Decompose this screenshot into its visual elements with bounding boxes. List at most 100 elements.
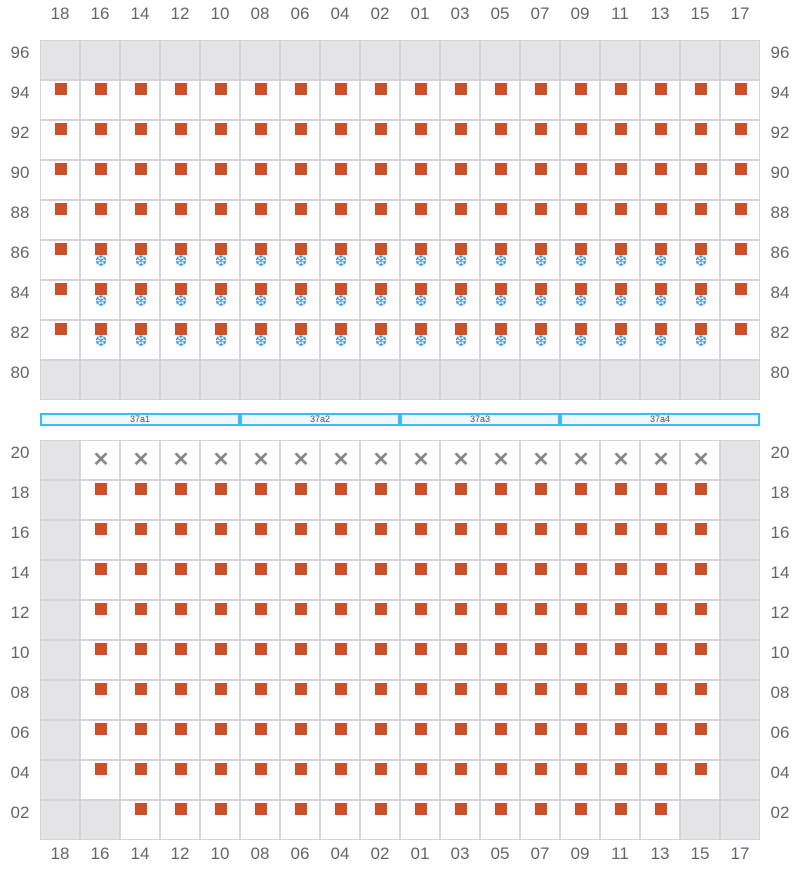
grid-cell[interactable] xyxy=(440,560,480,600)
grid-cell[interactable] xyxy=(640,640,680,680)
grid-cell[interactable] xyxy=(400,720,440,760)
grid-cell[interactable]: ✕ xyxy=(440,440,480,480)
grid-cell[interactable] xyxy=(160,800,200,840)
grid-cell[interactable] xyxy=(720,320,760,360)
grid-cell[interactable] xyxy=(160,720,200,760)
grid-cell[interactable]: ✕ xyxy=(480,440,520,480)
grid-cell[interactable] xyxy=(320,520,360,560)
grid-cell[interactable]: ❆ xyxy=(680,240,720,280)
grid-cell[interactable] xyxy=(680,720,720,760)
grid-cell[interactable] xyxy=(400,560,440,600)
grid-cell[interactable] xyxy=(160,760,200,800)
grid-cell[interactable] xyxy=(320,80,360,120)
grid-cell[interactable] xyxy=(120,640,160,680)
grid-cell[interactable]: ✕ xyxy=(200,440,240,480)
grid-cell[interactable] xyxy=(520,480,560,520)
grid-cell[interactable] xyxy=(520,200,560,240)
grid-cell[interactable]: ✕ xyxy=(680,440,720,480)
grid-cell[interactable]: ✕ xyxy=(560,440,600,480)
grid-cell[interactable] xyxy=(40,120,80,160)
grid-cell[interactable] xyxy=(640,720,680,760)
grid-cell[interactable]: ✕ xyxy=(320,440,360,480)
grid-cell[interactable]: ❆ xyxy=(80,280,120,320)
grid-cell[interactable]: ❆ xyxy=(320,240,360,280)
grid-cell[interactable] xyxy=(320,560,360,600)
grid-cell[interactable] xyxy=(240,200,280,240)
grid-cell[interactable] xyxy=(280,120,320,160)
grid-cell[interactable] xyxy=(720,80,760,120)
grid-cell[interactable] xyxy=(160,80,200,120)
grid-cell[interactable]: ✕ xyxy=(280,440,320,480)
grid-cell[interactable] xyxy=(280,640,320,680)
grid-cell[interactable] xyxy=(360,800,400,840)
grid-cell[interactable]: ❆ xyxy=(240,280,280,320)
grid-cell[interactable] xyxy=(360,520,400,560)
grid-cell[interactable] xyxy=(640,520,680,560)
grid-cell[interactable]: ❆ xyxy=(360,240,400,280)
grid-cell[interactable] xyxy=(480,560,520,600)
grid-cell[interactable]: ❆ xyxy=(600,320,640,360)
grid-cell[interactable] xyxy=(400,520,440,560)
grid-cell[interactable] xyxy=(680,680,720,720)
grid-cell[interactable] xyxy=(720,120,760,160)
grid-cell[interactable] xyxy=(280,760,320,800)
grid-cell[interactable] xyxy=(40,320,80,360)
grid-cell[interactable] xyxy=(200,760,240,800)
grid-cell[interactable] xyxy=(40,160,80,200)
grid-cell[interactable] xyxy=(440,200,480,240)
grid-cell[interactable] xyxy=(120,200,160,240)
grid-cell[interactable] xyxy=(720,240,760,280)
grid-cell[interactable] xyxy=(200,120,240,160)
grid-cell[interactable] xyxy=(480,480,520,520)
grid-cell[interactable]: ✕ xyxy=(360,440,400,480)
grid-cell[interactable]: ❆ xyxy=(240,320,280,360)
grid-cell[interactable] xyxy=(160,480,200,520)
grid-cell[interactable] xyxy=(680,120,720,160)
grid-cell[interactable] xyxy=(120,680,160,720)
grid-cell[interactable]: ✕ xyxy=(160,440,200,480)
grid-cell[interactable] xyxy=(560,120,600,160)
grid-cell[interactable]: ❆ xyxy=(400,280,440,320)
grid-cell[interactable] xyxy=(320,800,360,840)
grid-cell[interactable] xyxy=(520,560,560,600)
grid-cell[interactable] xyxy=(320,640,360,680)
grid-cell[interactable] xyxy=(40,240,80,280)
grid-cell[interactable] xyxy=(160,120,200,160)
grid-cell[interactable] xyxy=(240,520,280,560)
grid-cell[interactable] xyxy=(80,120,120,160)
grid-cell[interactable] xyxy=(400,600,440,640)
grid-cell[interactable]: ❆ xyxy=(520,320,560,360)
grid-cell[interactable] xyxy=(40,280,80,320)
grid-cell[interactable] xyxy=(640,480,680,520)
grid-cell[interactable] xyxy=(160,640,200,680)
grid-cell[interactable] xyxy=(440,520,480,560)
grid-cell[interactable] xyxy=(320,720,360,760)
grid-cell[interactable] xyxy=(80,760,120,800)
grid-cell[interactable] xyxy=(680,760,720,800)
grid-cell[interactable] xyxy=(80,680,120,720)
grid-cell[interactable] xyxy=(400,480,440,520)
grid-cell[interactable] xyxy=(280,560,320,600)
grid-cell[interactable]: ❆ xyxy=(280,320,320,360)
grid-cell[interactable]: ❆ xyxy=(640,240,680,280)
grid-cell[interactable] xyxy=(680,640,720,680)
grid-cell[interactable]: ❆ xyxy=(120,280,160,320)
grid-cell[interactable] xyxy=(240,560,280,600)
grid-cell[interactable] xyxy=(560,680,600,720)
grid-cell[interactable] xyxy=(360,480,400,520)
grid-cell[interactable]: ❆ xyxy=(160,280,200,320)
grid-cell[interactable] xyxy=(600,80,640,120)
grid-cell[interactable]: ✕ xyxy=(600,440,640,480)
grid-cell[interactable]: ✕ xyxy=(120,440,160,480)
grid-cell[interactable] xyxy=(640,600,680,640)
grid-cell[interactable]: ❆ xyxy=(320,320,360,360)
grid-cell[interactable] xyxy=(200,80,240,120)
grid-cell[interactable] xyxy=(120,800,160,840)
grid-cell[interactable] xyxy=(160,160,200,200)
segment-37a3[interactable]: 37a3 xyxy=(400,413,560,426)
grid-cell[interactable]: ❆ xyxy=(560,320,600,360)
grid-cell[interactable] xyxy=(640,560,680,600)
grid-cell[interactable] xyxy=(120,720,160,760)
grid-cell[interactable] xyxy=(520,600,560,640)
grid-cell[interactable] xyxy=(200,600,240,640)
